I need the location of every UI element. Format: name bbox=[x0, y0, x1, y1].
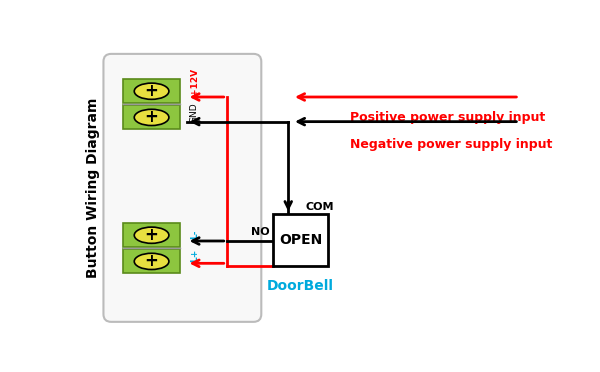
Ellipse shape bbox=[134, 253, 169, 269]
Text: +12V: +12V bbox=[190, 68, 199, 96]
Text: Negative power supply input: Negative power supply input bbox=[350, 138, 552, 151]
Ellipse shape bbox=[134, 83, 169, 99]
Text: GND: GND bbox=[190, 103, 199, 123]
Text: COM: COM bbox=[306, 202, 334, 212]
Text: NO: NO bbox=[251, 227, 270, 237]
Bar bbox=[123, 79, 181, 103]
FancyBboxPatch shape bbox=[103, 54, 262, 322]
Text: DoorBell: DoorBell bbox=[267, 279, 334, 293]
Bar bbox=[273, 214, 328, 266]
Text: +: + bbox=[145, 226, 158, 244]
Text: +: + bbox=[145, 108, 158, 126]
Bar bbox=[123, 223, 181, 247]
Text: L+: L+ bbox=[190, 248, 199, 262]
Text: L-: L- bbox=[190, 230, 199, 240]
Ellipse shape bbox=[134, 109, 169, 125]
Text: Button Wiring Diagram: Button Wiring Diagram bbox=[86, 98, 100, 278]
Text: +: + bbox=[145, 252, 158, 270]
Text: Positive power supply input: Positive power supply input bbox=[350, 111, 545, 124]
Bar bbox=[123, 250, 181, 273]
Ellipse shape bbox=[134, 227, 169, 243]
Bar bbox=[123, 106, 181, 129]
Text: +: + bbox=[145, 82, 158, 100]
Text: OPEN: OPEN bbox=[279, 233, 322, 247]
